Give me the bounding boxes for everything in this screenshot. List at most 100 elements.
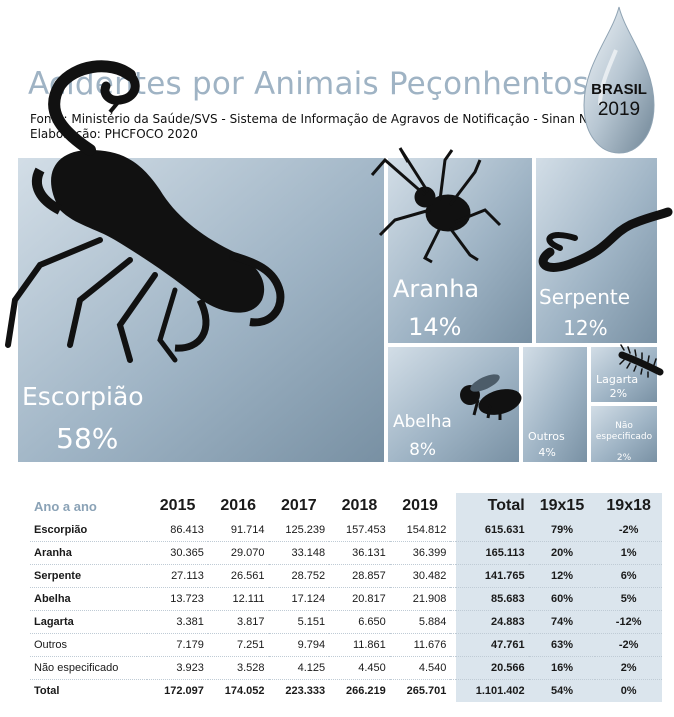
column-gap bbox=[450, 541, 457, 565]
table-cell: 3.817 bbox=[207, 610, 269, 634]
row-label: Total bbox=[34, 685, 60, 697]
table-cell: 5.151 bbox=[268, 610, 330, 634]
tm-outros-pct: 4% bbox=[538, 446, 555, 459]
table-row: Total 172.097 174.052 223.333 266.219 265.701… bbox=[30, 679, 662, 702]
column-header: 19x18 bbox=[595, 493, 662, 519]
table-row: Lagarta 3.381 3.817 5.151 6.650 5.884 24.883 74… bbox=[30, 610, 662, 634]
tm-nao-especificado-label-part: especificado bbox=[596, 432, 653, 442]
table-cell: 11.676 bbox=[389, 633, 451, 657]
tm-abelha-pct: 8% bbox=[409, 440, 436, 460]
column-gap bbox=[450, 564, 457, 588]
table-cell: 20% bbox=[528, 541, 596, 565]
column-header: Total bbox=[456, 493, 529, 519]
tm-abelha-label: Abelha bbox=[393, 412, 452, 432]
table-cell: 4.450 bbox=[329, 656, 390, 680]
snake-icon bbox=[538, 207, 673, 272]
table-cell: 4.540 bbox=[389, 656, 451, 680]
table-cell: 28.752 bbox=[268, 564, 330, 588]
table-cell: 26.561 bbox=[207, 564, 269, 588]
badge-year: 2019 bbox=[598, 99, 640, 120]
column-header: 2019 bbox=[402, 497, 438, 514]
table-cell: 36.131 bbox=[329, 541, 390, 565]
column-gap bbox=[450, 679, 457, 702]
table-cell: -12% bbox=[595, 610, 662, 634]
tm-serpente-pct: 12% bbox=[563, 316, 607, 340]
table-cell: 74% bbox=[528, 610, 596, 634]
table-row: Outros 7.179 7.251 9.794 11.861 11.676 47.761 6… bbox=[30, 633, 662, 657]
table-cell: 3.381 bbox=[147, 610, 208, 634]
tm-lagarta-label: Lagarta bbox=[596, 373, 638, 386]
source-text: Fonte: Ministério da Saúde/SVS - Sistema… bbox=[30, 112, 600, 126]
brasil-2019-badge: BRASIL 2019 bbox=[583, 6, 655, 154]
caterpillar-icon bbox=[618, 344, 664, 378]
treemap-chart: Escorpião 58% Aranha 14% Serpente 12% Abelha 8%… bbox=[5, 60, 673, 464]
tm-escorpiao-label: Escorpião bbox=[22, 382, 144, 411]
column-header: 2017 bbox=[281, 497, 317, 514]
tm-aranha-pct: 14% bbox=[408, 313, 461, 341]
tm-lagarta-pct: 2% bbox=[610, 387, 627, 400]
table-cell: 6% bbox=[595, 564, 662, 588]
table-cell: 21.908 bbox=[389, 587, 451, 611]
table-cell: 1% bbox=[595, 541, 662, 565]
table-cell: 265.701 bbox=[406, 685, 447, 697]
row-label: Abelha bbox=[30, 587, 148, 611]
column-gap bbox=[450, 493, 457, 519]
table-cell: 125.239 bbox=[268, 519, 330, 542]
table-row: Abelha 13.723 12.111 17.124 20.817 21.908 85.6… bbox=[30, 587, 662, 611]
scorpion-icon bbox=[5, 60, 285, 363]
column-header: 2015 bbox=[159, 497, 196, 514]
tm-nao-especificado-label-part: Não bbox=[615, 421, 633, 431]
table-cell: 86.413 bbox=[147, 519, 208, 542]
table-cell: 0% bbox=[595, 679, 662, 702]
table-row: Serpente 27.113 26.561 28.752 28.857 30.482 14… bbox=[30, 564, 662, 588]
table-cell: 223.333 bbox=[285, 685, 326, 697]
column-gap bbox=[450, 656, 457, 680]
table-cell: 36.399 bbox=[389, 541, 451, 565]
tm-aranha-cell bbox=[386, 156, 534, 345]
tm-escorpiao-pct: 58% bbox=[56, 422, 118, 455]
row-label: Não especificado bbox=[30, 656, 148, 680]
column-header: 2018 bbox=[341, 497, 378, 514]
table-cell: 30.365 bbox=[147, 541, 208, 565]
table-cell: 16% bbox=[528, 656, 596, 680]
row-label: Aranha bbox=[30, 541, 148, 565]
row-label: Lagarta bbox=[30, 610, 148, 634]
column-gap bbox=[450, 587, 457, 611]
table-cell: 24.883 bbox=[456, 610, 529, 634]
column-gap bbox=[450, 610, 457, 634]
table-cell: 12% bbox=[528, 564, 596, 588]
table-cell: -2% bbox=[595, 519, 662, 542]
tm-outros-cell bbox=[521, 345, 589, 464]
row-label: Escorpião bbox=[30, 519, 148, 542]
table-cell: 174.052 bbox=[224, 685, 265, 697]
table-cell: 157.453 bbox=[329, 519, 390, 542]
table-cell: 91.714 bbox=[207, 519, 269, 542]
table-cell: 7.251 bbox=[207, 633, 269, 657]
table-cell: 20.817 bbox=[329, 587, 390, 611]
table-cell: 9.794 bbox=[268, 633, 330, 657]
table-cell: 17.124 bbox=[268, 587, 330, 611]
table-cell: 29.070 bbox=[207, 541, 269, 565]
bee-icon bbox=[460, 374, 522, 420]
column-header: Ano a ano bbox=[34, 498, 97, 514]
table-cell: 30.482 bbox=[389, 564, 451, 588]
table-cell: 33.148 bbox=[268, 541, 330, 565]
table-cell: 141.765 bbox=[456, 564, 529, 588]
tm-nao-especificado-cell bbox=[589, 404, 659, 464]
table-cell: 5% bbox=[595, 587, 662, 611]
table-cell: 85.683 bbox=[456, 587, 529, 611]
table-cell: 20.566 bbox=[456, 656, 529, 680]
table-cell: 4.125 bbox=[268, 656, 330, 680]
table-cell: 27.113 bbox=[147, 564, 208, 588]
table-cell: 79% bbox=[528, 519, 596, 542]
table-cell: 7.179 bbox=[147, 633, 208, 657]
table-cell: 2% bbox=[595, 656, 662, 680]
spider-icon bbox=[370, 147, 502, 264]
column-header: 2016 bbox=[220, 497, 256, 514]
table-cell: 3.923 bbox=[147, 656, 208, 680]
tm-outros-label: Outros bbox=[528, 430, 565, 443]
table-row: Não especificado 3.923 3.528 4.125 4.450 4.54… bbox=[30, 656, 662, 680]
annual-table: Ano a ano 2015 2016 2017 2018 2019 Total 19x15 1… bbox=[30, 493, 662, 702]
table-row: Escorpião 86.413 91.714 125.239 157.453 154.8… bbox=[30, 519, 662, 542]
column-gap bbox=[450, 519, 457, 542]
